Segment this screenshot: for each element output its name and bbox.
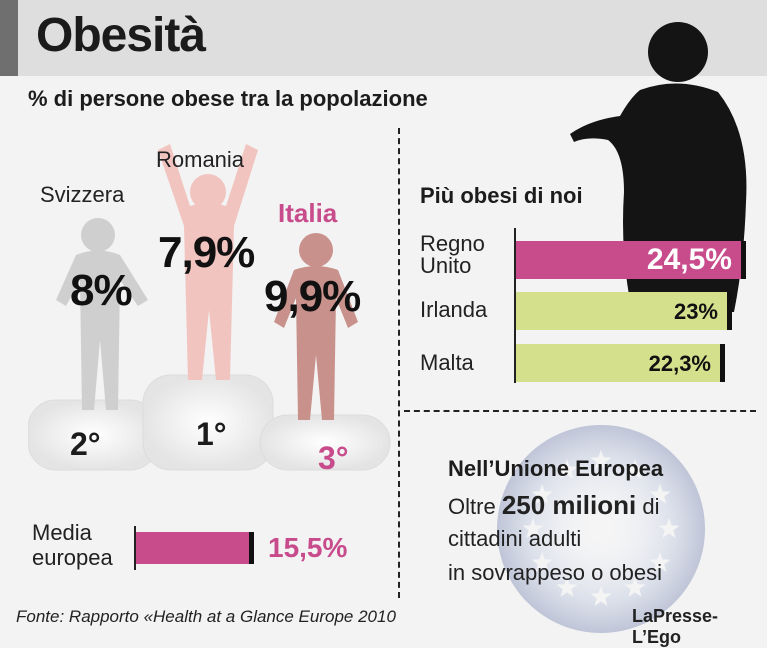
bar-regno-unito-value: 24,5%	[646, 243, 732, 276]
chart-subtitle: % di persone obese tra la popolazione	[28, 86, 428, 111]
bar-cap	[720, 344, 725, 382]
horizontal-divider	[404, 410, 756, 412]
header-band: Obesità	[0, 0, 767, 76]
bar-malta: 22,3%	[516, 344, 725, 382]
figure-svizzera	[56, 218, 148, 410]
vertical-divider	[398, 128, 400, 598]
podium-graphic	[28, 144, 391, 471]
eu-star-icon	[658, 518, 680, 538]
page-title: Obesità	[36, 9, 206, 62]
media-bar	[136, 532, 254, 564]
right-chart-title: Più obesi di noi	[420, 183, 583, 208]
header-accent	[0, 0, 18, 76]
eu-title: Nell’Unione Europea	[448, 456, 664, 481]
brand-logo: LaPresse-L’Ego	[632, 606, 719, 647]
media-label-line1: Media	[32, 520, 92, 545]
eu-star-icon	[590, 450, 612, 470]
media-bar-cap	[249, 532, 254, 564]
media-axis	[134, 526, 136, 570]
italia-label: Italia	[278, 198, 338, 228]
eu-star-icon	[522, 518, 544, 538]
source-note: Fonte: Rapporto «Health at a Glance Euro…	[16, 607, 396, 626]
eu-star-icon	[531, 484, 553, 504]
bar-malta-value: 22,3%	[648, 351, 711, 376]
country-line1: Regno	[420, 231, 485, 256]
country-irlanda: Irlanda	[420, 297, 488, 322]
italia-value: 9,9%	[264, 272, 361, 321]
eu-flag-circle	[497, 425, 705, 633]
eu-line-1: Oltre 250 milioni di	[448, 490, 659, 521]
media-value: 15,5%	[268, 532, 348, 563]
bar-irlanda: 23%	[516, 292, 732, 330]
bar-cap	[741, 241, 746, 279]
silhouette-head	[648, 22, 708, 82]
media-label: Media europea	[32, 520, 113, 570]
svizzera-value: 8%	[70, 266, 133, 315]
svizzera-label: Svizzera	[40, 182, 125, 207]
romania-label: Romania	[156, 147, 245, 172]
bar-regno-unito: 24,5%	[516, 241, 746, 279]
eu-star-icon	[531, 552, 553, 572]
place-1: 1°	[196, 416, 227, 452]
eu-star-icon	[649, 484, 671, 504]
eu-star-icon	[590, 586, 612, 606]
eu-star-icon	[624, 576, 646, 597]
media-label-line2: europea	[32, 545, 113, 570]
right-chart-axis	[514, 228, 516, 383]
eu-line-2: cittadini adulti	[448, 526, 582, 551]
place-3: 3°	[318, 440, 349, 476]
eu-line1-big: 250 milioni	[501, 490, 637, 520]
country-malta: Malta	[420, 350, 474, 375]
eu-star-icon	[649, 552, 671, 572]
bar-cap	[727, 292, 732, 330]
bar-irlanda-value: 23%	[673, 299, 718, 324]
country-regno-unito: Regno Unito	[420, 233, 485, 277]
eu-line1-pre: Oltre	[448, 494, 496, 519]
eu-line-3: in sovrappeso o obesi	[448, 560, 663, 585]
eu-star-icon	[624, 459, 646, 479]
country-line2: Unito	[420, 253, 472, 278]
eu-star-icon	[556, 576, 578, 597]
place-2: 2°	[70, 426, 101, 462]
figure-italia	[274, 233, 358, 420]
figure-romania	[158, 144, 258, 380]
eu-line1-post: di	[642, 494, 660, 519]
romania-value: 7,9%	[158, 228, 255, 277]
eu-star-icon	[556, 459, 578, 479]
